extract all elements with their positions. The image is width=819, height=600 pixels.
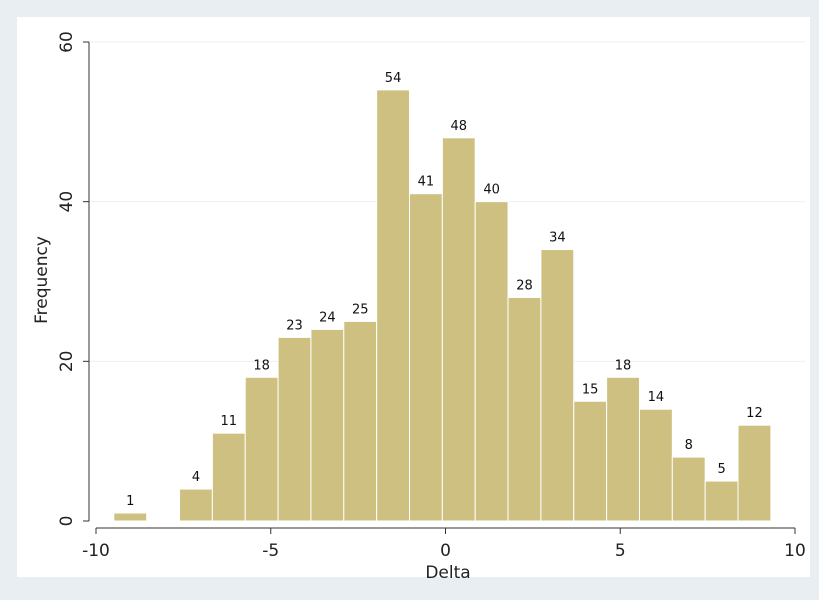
bar-value-label: 41 <box>418 175 435 190</box>
histogram-bar <box>507 296 542 522</box>
histogram-bar <box>474 201 509 522</box>
x-tick-label: 10 <box>784 541 806 561</box>
bar-value-label: 11 <box>221 414 238 429</box>
histogram-bar <box>211 432 246 522</box>
x-tick-label: 0 <box>440 541 451 561</box>
bar-value-label: 40 <box>483 183 500 198</box>
bar-value-label: 4 <box>192 470 200 485</box>
histogram-bar <box>737 424 772 522</box>
x-axis-title: Delta <box>425 563 470 583</box>
y-tick-label: 40 <box>57 191 77 213</box>
histogram-bar <box>179 488 213 522</box>
y-tick-label: 20 <box>57 351 77 373</box>
x-axis: -10 -5 0 5 10 <box>82 527 806 561</box>
x-tick-label: 5 <box>615 541 626 561</box>
bar-value-label: 18 <box>253 358 270 373</box>
histogram-bar <box>409 193 443 522</box>
histogram-bar <box>343 320 378 522</box>
bars <box>113 89 772 522</box>
histogram-bar <box>441 137 476 522</box>
x-tick-label: -10 <box>82 541 110 561</box>
histogram-bar <box>704 480 739 522</box>
bar-value-label: 15 <box>582 382 599 397</box>
bar-value-label: 24 <box>319 310 336 325</box>
histogram-bar <box>310 328 345 522</box>
bar-value-label: 23 <box>286 318 303 333</box>
histogram-bar <box>376 89 411 522</box>
bar-value-label: 28 <box>516 278 533 293</box>
histogram-bar <box>244 376 279 522</box>
histogram-bar <box>573 400 608 522</box>
histogram-bar <box>638 408 673 522</box>
bar-value-label: 25 <box>352 302 369 317</box>
bar-value-label: 14 <box>648 390 665 405</box>
y-tick-label: 0 <box>57 516 77 527</box>
histogram-bar <box>277 336 312 522</box>
y-axis: 0 20 40 60 <box>57 31 90 527</box>
bar-value-label: 1 <box>126 494 134 509</box>
histogram-bar <box>113 512 148 522</box>
bar-value-label: 8 <box>685 438 693 453</box>
bar-value-label: 18 <box>615 358 632 373</box>
x-tick-label: -5 <box>262 541 279 561</box>
histogram-bar <box>540 249 575 522</box>
bar-value-label: 54 <box>385 71 402 86</box>
histogram-bar <box>671 456 706 522</box>
y-axis-title: Frequency <box>32 236 52 324</box>
bar-value-label: 48 <box>451 119 468 134</box>
bar-value-label: 12 <box>746 406 763 421</box>
bar-value-label: 5 <box>717 462 725 477</box>
histogram-bar <box>606 376 640 522</box>
bar-value-label: 34 <box>549 231 566 246</box>
y-tick-label: 60 <box>57 31 77 53</box>
